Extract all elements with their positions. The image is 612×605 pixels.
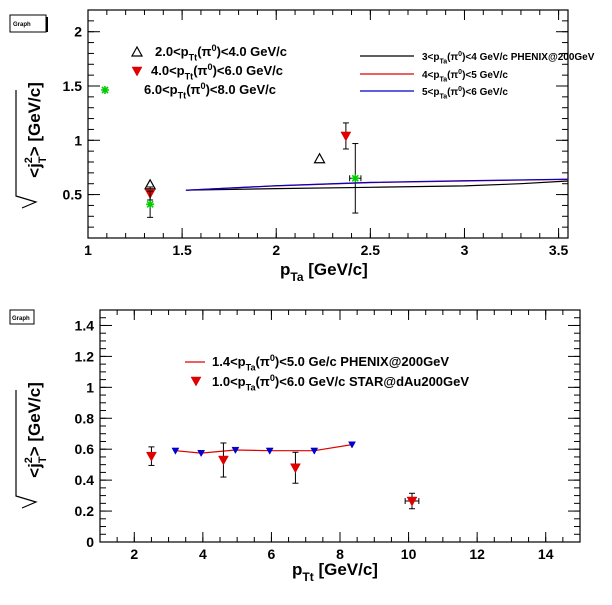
y-tick-label: 1 [74, 132, 82, 148]
x-tick-label: 1 [84, 242, 92, 258]
x-tick-label: 14 [538, 546, 554, 562]
legend-marker [130, 45, 144, 57]
top-series [144, 122, 569, 218]
y-tick-label: 1 [86, 379, 94, 395]
legend-label: 4.0<pTt(π0)<6.0 GeV/c [151, 62, 283, 82]
legend-label: 3<pTa(π0)<4 GeV/c PHENIX@200GeV [422, 51, 595, 66]
top-axes: 1 1.5 2 2.5 3 3.5 0.5 1 1.5 2 [63, 9, 569, 258]
legend-label: 4<pTa(π0)<5 GeV/c [422, 69, 508, 84]
x-tick-label: 2 [272, 242, 280, 258]
data-point [310, 447, 319, 455]
y-axis-label: <j2 T> [GeV/c] [23, 82, 49, 178]
data-point [171, 447, 180, 455]
series-line [185, 178, 569, 191]
top-plot-frame [87, 9, 569, 239]
x-tick-label: 8 [336, 546, 344, 562]
graph-tag: Graph [13, 22, 31, 28]
legend-label: 6.0<pTt(π0)<8.0 GeV/c [144, 81, 276, 101]
legend-marker [190, 376, 202, 387]
data-point [146, 451, 157, 462]
legend-marker [101, 86, 109, 94]
graph-tag-box-2[interactable] [9, 309, 35, 325]
x-tick-label: 4 [199, 546, 207, 562]
y-axis-label-2: <j2 T> [GeV/c] [23, 382, 49, 478]
y-tick-label: 0 [86, 534, 94, 550]
data-point [218, 455, 229, 466]
data-point [290, 463, 301, 474]
data-point [340, 131, 352, 142]
y-tick-label: 0.6 [75, 441, 95, 457]
y-tick-label: 0.2 [75, 503, 95, 519]
top-legend-left: 2.0<pTt(π0)<4.0 GeV/c4.0<pTt(π0)<6.0 GeV… [101, 43, 287, 101]
x-tick-label: 2 [130, 546, 138, 562]
top-legend-right: 3<pTa(π0)<4 GeV/c PHENIX@200GeV 4<pTa(π0)… [360, 51, 595, 101]
data-point [265, 447, 274, 455]
bottom-y-label: <j2 T> [GeV/c] [15, 382, 49, 509]
y-tick-label: 2 [74, 24, 82, 40]
series-line [185, 178, 569, 191]
data-point [146, 200, 155, 209]
data-point [197, 450, 206, 458]
bottom-panel: Graph 2 4 6 8 10 12 14 0 0.2 0.4 0.6 0.8 1 1.2 1.4 <j2… [9, 309, 581, 584]
legend-label: 1.0<pTa(π0)<6.0 GeV/c STAR@dAu200GeV [212, 373, 469, 393]
data-point [351, 174, 360, 183]
x-axis-label-2: pTt [GeV/c] [292, 560, 378, 584]
y-tick-label: 1.5 [63, 78, 83, 94]
legend-label: 2.0<pTt(π0)<4.0 GeV/c [155, 43, 287, 63]
sqrt-sign-2 [15, 390, 38, 509]
series-line [175, 444, 353, 454]
graph-tag-2: Graph [12, 316, 30, 322]
legend-label: 5<pTa(π0)<6 GeV/c [422, 86, 508, 101]
data-point [348, 441, 356, 449]
top-y-label: <j2 T> [GeV/c] [15, 82, 49, 209]
sqrt-sign [15, 90, 38, 209]
data-point [231, 446, 240, 454]
x-tick-label: 10 [401, 546, 417, 562]
y-tick-label: 0.5 [63, 187, 83, 203]
x-tick-label: 3.5 [549, 242, 569, 258]
x-tick-label: 3 [461, 242, 469, 258]
x-tick-label: 1.5 [172, 242, 192, 258]
bottom-legend: 1.4<pTa(π0)<5.0 Ge/c PHENIX@200GeV1.0<pT… [185, 353, 469, 393]
bottom-plot-frame [99, 309, 581, 543]
y-tick-label: 1.4 [75, 317, 95, 333]
x-tick-label: 12 [469, 546, 485, 562]
data-point [313, 152, 326, 164]
top-panel: Graph 1 1.5 2 2.5 3 3.5 0.5 1 1.5 2 <j2 T> [GeV/c]… [9, 9, 595, 284]
bottom-series [146, 441, 420, 510]
bottom-axes: 2 4 6 8 10 12 14 0 0.2 0.4 0.6 0.8 1 1.2 1.4 [75, 309, 581, 562]
data-point [406, 496, 418, 507]
legend-label: 1.4<pTa(π0)<5.0 Ge/c PHENIX@200GeV [212, 353, 449, 373]
x-tick-label: 2.5 [361, 242, 381, 258]
graph-tag-shadow [46, 17, 48, 32]
y-tick-label: 0.4 [75, 472, 95, 488]
y-tick-label: 1.2 [75, 348, 95, 364]
x-axis-label: pTa [GeV/c] [280, 260, 368, 284]
series-line [185, 180, 569, 191]
legend-marker [131, 66, 143, 77]
y-tick-label: 0.8 [75, 410, 95, 426]
x-tick-label: 6 [268, 546, 276, 562]
